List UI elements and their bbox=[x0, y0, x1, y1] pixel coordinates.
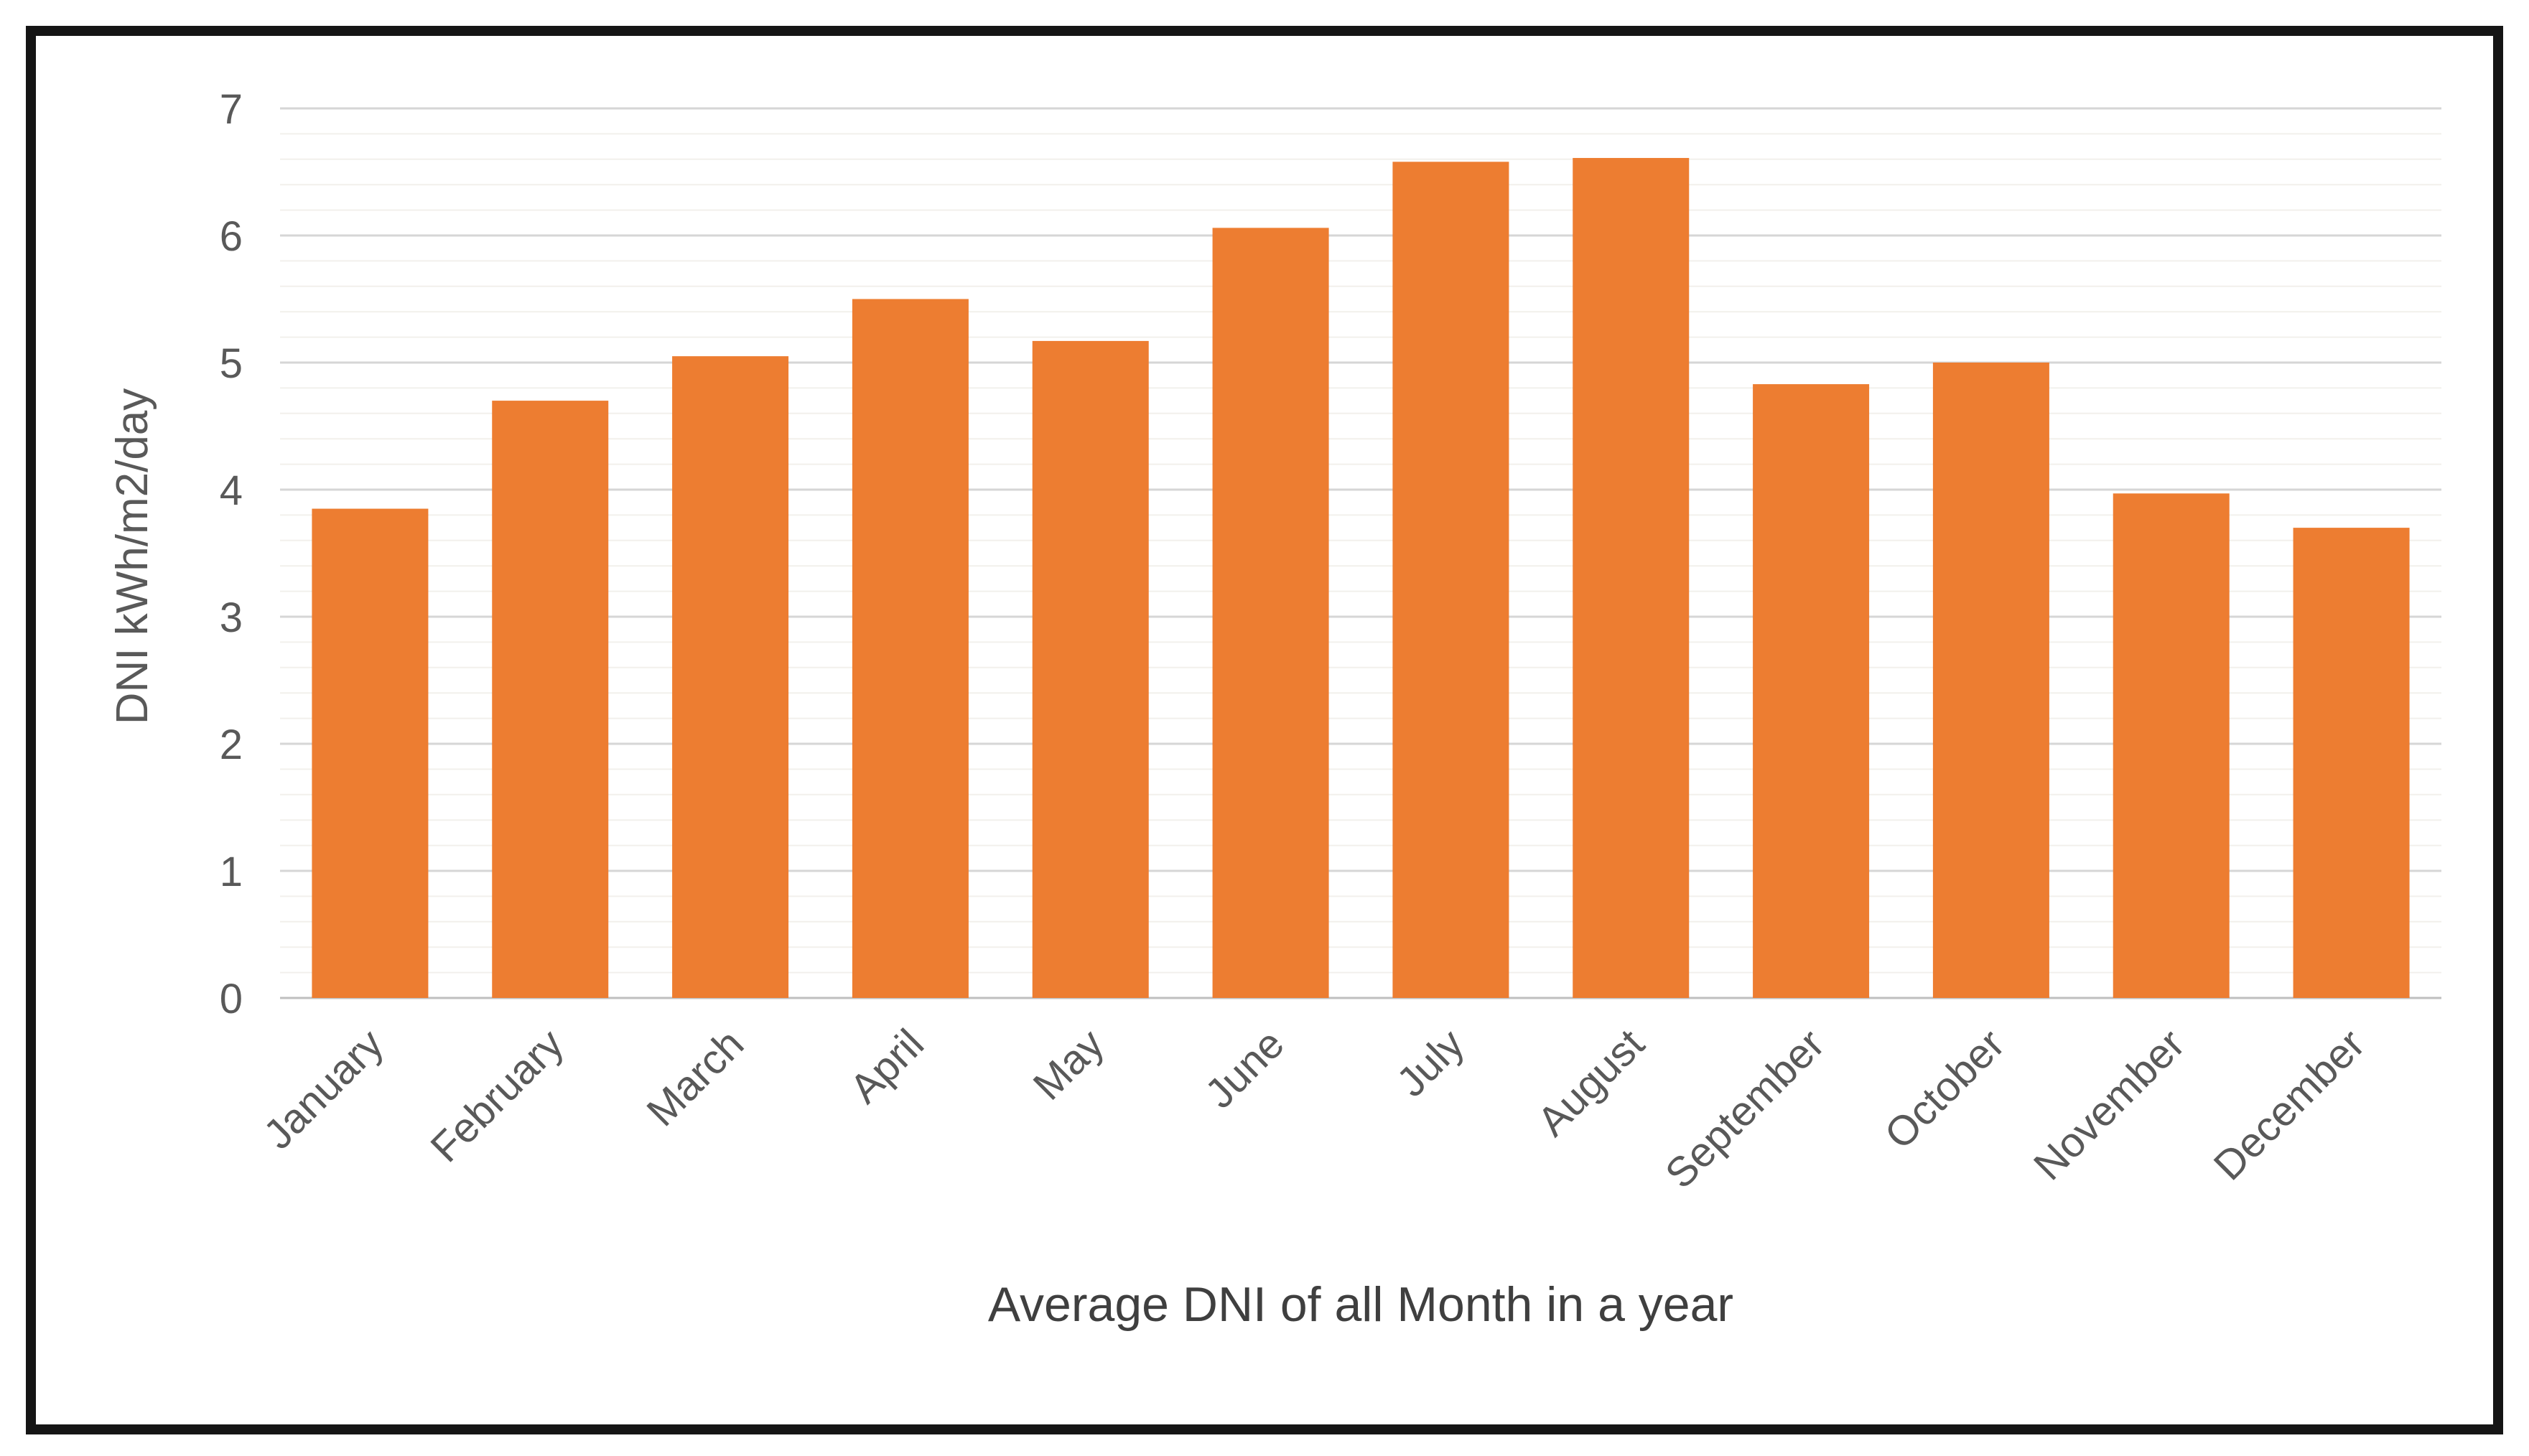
y-tick-label: 0 bbox=[220, 976, 243, 1022]
bar-may bbox=[1032, 340, 1149, 998]
bar-october bbox=[1932, 363, 2049, 998]
bar-january bbox=[312, 508, 429, 998]
y-tick-label: 3 bbox=[220, 594, 243, 641]
y-tick-label: 2 bbox=[220, 722, 243, 768]
bar-april bbox=[852, 299, 969, 998]
bar-february bbox=[492, 401, 609, 998]
x-axis-title: Average DNI of all Month in a year bbox=[988, 1277, 1733, 1332]
bar-series bbox=[312, 158, 2410, 999]
major-gridlines bbox=[280, 107, 2441, 999]
bar-july bbox=[1392, 162, 1509, 999]
y-tick-label: 4 bbox=[220, 467, 243, 514]
y-tick-label: 6 bbox=[220, 213, 243, 260]
y-axis-tick-labels: 0 1 2 3 4 5 6 7 bbox=[220, 86, 243, 1022]
bar-march bbox=[672, 356, 789, 998]
minor-gridlines bbox=[280, 133, 2441, 974]
y-tick-label: 1 bbox=[220, 849, 243, 895]
bar-september bbox=[1753, 384, 1870, 998]
chart-border-frame bbox=[26, 26, 2503, 1434]
bar-august bbox=[1573, 158, 1690, 998]
y-tick-label: 7 bbox=[220, 86, 243, 133]
bar-june bbox=[1212, 228, 1329, 998]
bar-november bbox=[2113, 493, 2230, 998]
y-tick-label: 5 bbox=[220, 340, 243, 387]
y-axis-title: DNI kWh/m2/day bbox=[108, 388, 157, 725]
bar-december bbox=[2293, 528, 2410, 998]
